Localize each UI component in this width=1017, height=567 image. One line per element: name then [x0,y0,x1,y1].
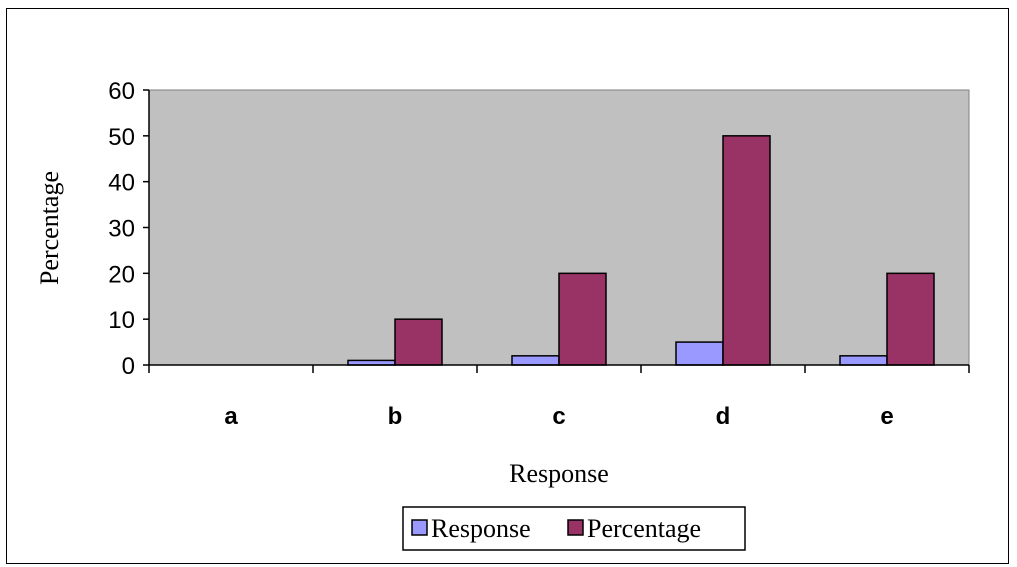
bar-percentage-c [558,272,607,366]
legend-swatch-percentage [567,519,584,536]
y-tick-label: 20 [108,261,135,288]
legend-label-percentage: Percentage [587,514,701,543]
y-tick-label: 40 [108,170,135,197]
legend-label-response: Response [431,514,531,543]
x-category-label: a [224,403,238,430]
legend: Response Percentage [402,506,746,551]
x-axis-title: Response [509,459,609,488]
legend-swatch-response [411,519,428,536]
x-category-label: c [552,403,565,430]
bar-response-c [511,355,560,366]
bar-percentage-d [722,135,771,366]
bar-percentage-b [394,318,443,366]
bar-response-d [675,341,724,366]
y-tick-label: 30 [108,216,135,243]
y-axis-title: Percentage [35,171,64,285]
bar-response-e [839,355,888,366]
x-category-label: b [388,403,403,430]
x-category-label: d [716,403,731,430]
y-tick-label: 60 [108,78,135,105]
x-category-label: e [880,403,893,430]
y-tick-label: 0 [122,353,135,380]
y-tick-label: 50 [108,124,135,151]
bar-percentage-e [886,272,935,366]
y-tick-label: 10 [108,307,135,334]
